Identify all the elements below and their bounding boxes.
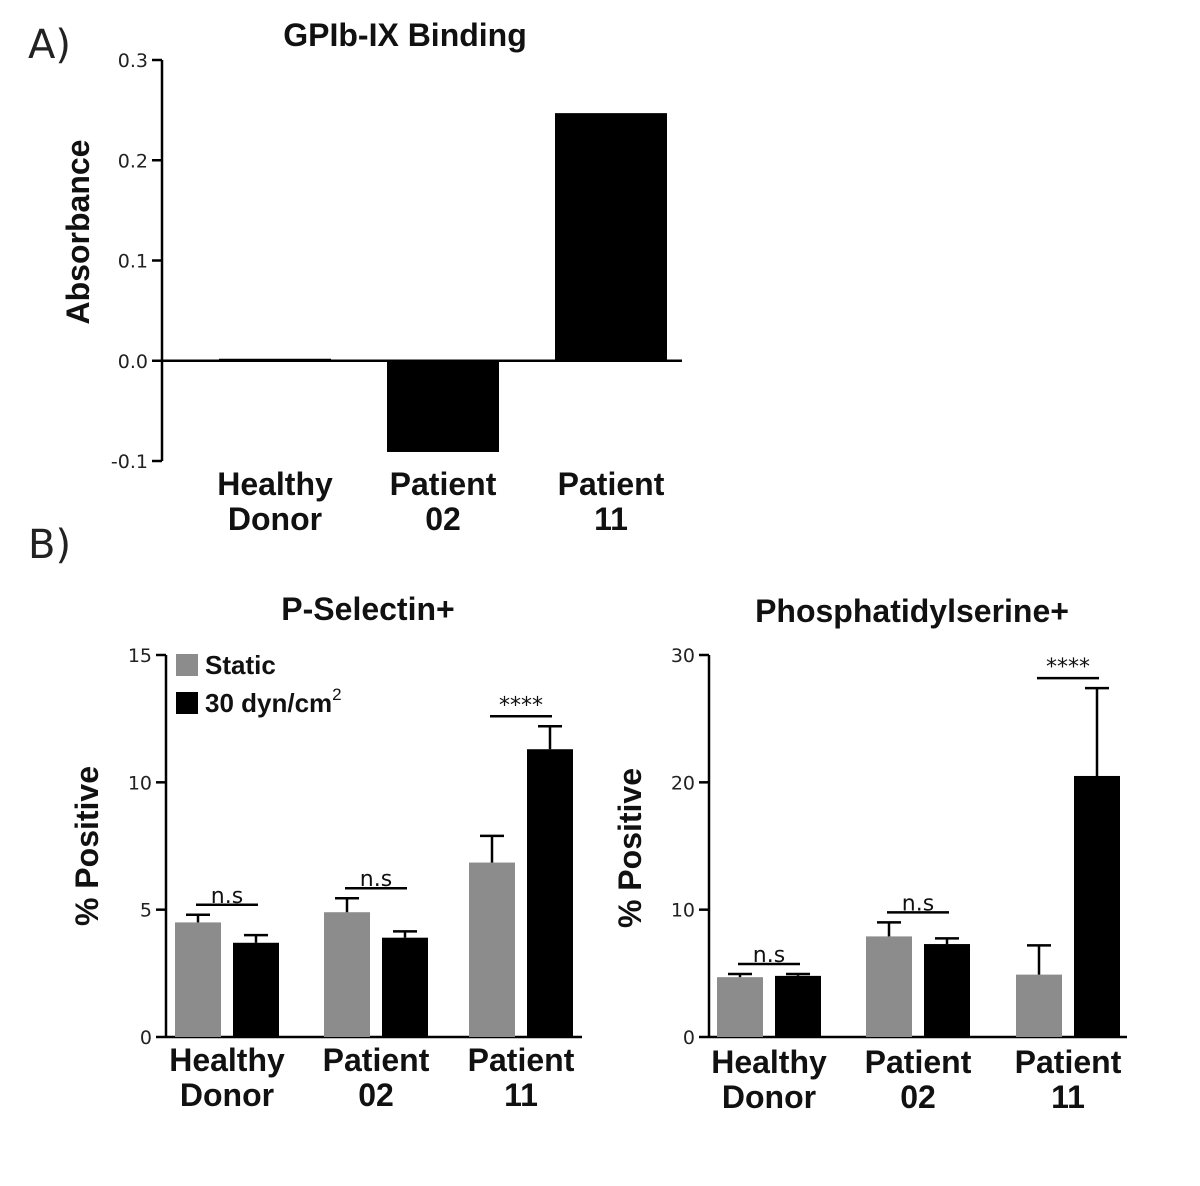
chart-c-bar bbox=[775, 975, 821, 1037]
chart-a-x-tick-label: Patient bbox=[558, 466, 665, 502]
chart-a-x-tick-label: 11 bbox=[594, 501, 628, 537]
chart-b-y-tick-label: 0 bbox=[140, 1027, 152, 1049]
chart-c-bar bbox=[717, 977, 763, 1037]
chart-c-y-tick-label: 0 bbox=[683, 1027, 695, 1049]
chart-c-x-tick-label: Healthy bbox=[711, 1044, 827, 1080]
chart-c-y-tick-label: 20 bbox=[671, 772, 695, 794]
chart-a-x-tick-label: Donor bbox=[228, 501, 322, 537]
chart-a-y-tick-label: 0.0 bbox=[118, 351, 148, 373]
chart-b-ylabel: % Positive bbox=[69, 766, 105, 926]
chart-c-bar bbox=[1016, 974, 1062, 1037]
chart-phosphatidylserine: Phosphatidylserine+ % Positive 0 10 20 30 n.… bbox=[612, 593, 1127, 1115]
chart-b-significance-label: **** bbox=[499, 693, 543, 718]
chart-a-x-tick-label: Healthy bbox=[217, 466, 333, 502]
chart-c-bar bbox=[866, 936, 912, 1037]
chart-b-x-tick-label: Donor bbox=[180, 1077, 274, 1113]
chart-b-x-tick-label: Healthy bbox=[169, 1042, 285, 1078]
chart-b-y-tick-label: 5 bbox=[140, 900, 152, 922]
chart-b-y-tick-label: 15 bbox=[128, 645, 152, 667]
chart-c-x-tick-label: Patient bbox=[1015, 1044, 1122, 1080]
chart-b-x-tick-label: Patient bbox=[468, 1042, 575, 1078]
chart-c-x-tick-label: Donor bbox=[722, 1079, 816, 1115]
chart-c-significance-label: **** bbox=[1046, 655, 1090, 680]
chart-b-bar bbox=[527, 749, 573, 1037]
chart-a-x-tick-label: 02 bbox=[425, 501, 461, 537]
chart-a-y-tick-label: 0.1 bbox=[118, 251, 148, 273]
chart-b-significance-label: n.s bbox=[211, 884, 243, 909]
chart-b-x-tick-label: 02 bbox=[358, 1077, 394, 1113]
chart-b-y-tick-label: 10 bbox=[128, 772, 152, 794]
legend-label: Static bbox=[205, 650, 276, 680]
chart-c-significance-label: n.s bbox=[753, 943, 785, 968]
chart-c-y-tick-label: 10 bbox=[671, 900, 695, 922]
chart-b-bar bbox=[382, 937, 428, 1037]
chart-b-bar bbox=[233, 942, 279, 1037]
chart-a-y-tick-label: 0.3 bbox=[118, 50, 148, 72]
chart-c-ylabel: % Positive bbox=[612, 768, 648, 928]
panel-label-b: B) bbox=[28, 522, 71, 568]
chart-b-bar bbox=[324, 912, 370, 1037]
chart-b-bar bbox=[175, 922, 221, 1037]
chart-c-bar bbox=[1074, 775, 1120, 1037]
chart-a-y-tick-label: -0.1 bbox=[111, 451, 148, 473]
chart-c-title: Phosphatidylserine+ bbox=[755, 593, 1069, 629]
chart-a-bar bbox=[555, 113, 667, 361]
chart-a-y-tick-label: 0.2 bbox=[118, 150, 148, 172]
legend-swatch bbox=[176, 692, 198, 714]
chart-b-title: P-Selectin+ bbox=[281, 591, 454, 627]
chart-a-bar bbox=[387, 360, 499, 452]
chart-c-x-tick-label: 02 bbox=[900, 1079, 936, 1115]
chart-a-ylabel: Absorbance bbox=[60, 140, 96, 325]
chart-a-title: GPIb-IX Binding bbox=[283, 17, 527, 53]
legend-swatch bbox=[176, 654, 198, 676]
chart-gpib-ix-binding: GPIb-IX Binding Absorbance -0.1 0.0 0.1 0.2… bbox=[60, 17, 682, 537]
chart-c-bar bbox=[924, 944, 970, 1037]
chart-c-x-tick-label: Patient bbox=[865, 1044, 972, 1080]
chart-b-x-tick-label: Patient bbox=[323, 1042, 430, 1078]
panel-label-a: A) bbox=[28, 22, 71, 68]
legend-label: 30 dyn/cm2 bbox=[205, 685, 342, 718]
chart-c-y-tick-label: 30 bbox=[671, 645, 695, 667]
chart-b-bar bbox=[469, 862, 515, 1037]
chart-a-x-tick-label: Patient bbox=[390, 466, 497, 502]
chart-c-significance-label: n.s bbox=[902, 891, 934, 916]
chart-b-significance-label: n.s bbox=[360, 867, 392, 892]
chart-p-selectin: P-Selectin+ % Positive 0 5 10 15 n.s n.s **** H… bbox=[69, 591, 582, 1113]
chart-b-x-tick-label: 11 bbox=[504, 1077, 538, 1113]
chart-c-x-tick-label: 11 bbox=[1051, 1079, 1085, 1115]
